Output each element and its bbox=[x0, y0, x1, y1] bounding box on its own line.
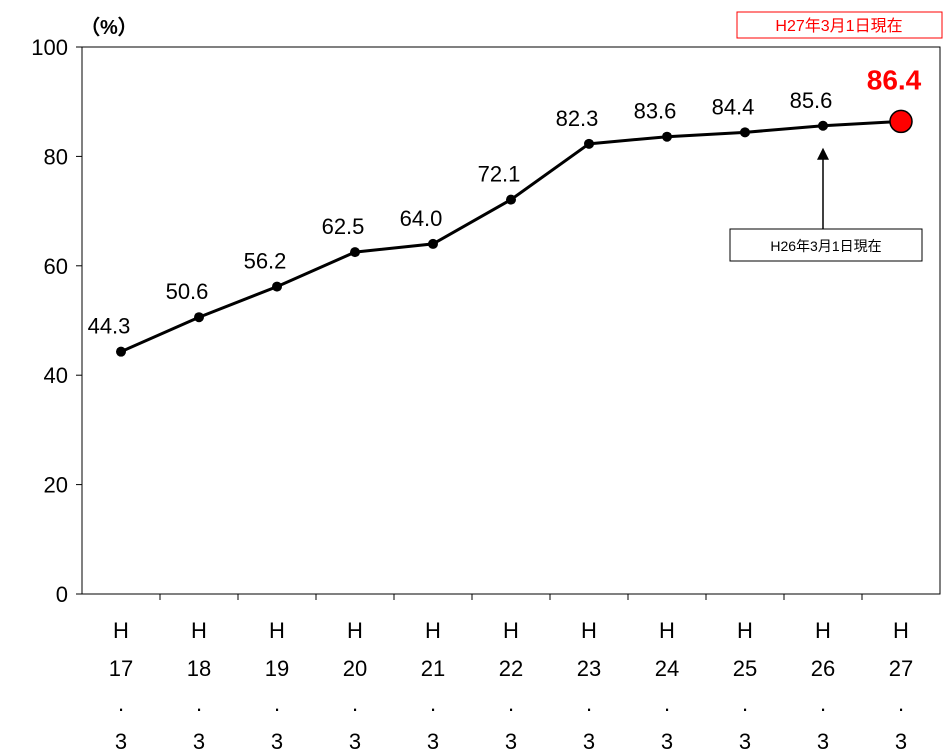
data-labels: 44.3 50.6 56.2 62.5 64.0 72.1 82.3 83.6 84.4 85.6… bbox=[88, 64, 922, 338]
data-point bbox=[584, 138, 594, 149]
x-tick-label: 27 bbox=[889, 656, 913, 681]
x-tick-label: . bbox=[508, 691, 514, 716]
y-tick-label: 20 bbox=[44, 473, 68, 498]
date-stamp-label: H27年3月1日現在 bbox=[775, 17, 902, 35]
data-label: 44.3 bbox=[88, 314, 131, 339]
x-tick-label: 3 bbox=[427, 729, 439, 754]
x-tick-label: 26 bbox=[811, 656, 835, 681]
x-tick-label: . bbox=[430, 691, 436, 716]
x-tick-label: 22 bbox=[499, 656, 523, 681]
x-tick-label: 3 bbox=[739, 729, 751, 754]
x-tick-label: . bbox=[118, 691, 124, 716]
x-tick-label: 3 bbox=[505, 729, 517, 754]
data-point bbox=[272, 281, 282, 292]
plot-area-frame bbox=[81, 46, 941, 595]
x-tick-label: 18 bbox=[187, 656, 211, 681]
data-series bbox=[116, 109, 913, 357]
data-label: 56.2 bbox=[244, 249, 287, 274]
x-tick-label: H bbox=[113, 618, 129, 643]
x-tick-label: . bbox=[820, 691, 826, 716]
x-tick-label: 3 bbox=[661, 729, 673, 754]
x-tick-label: 3 bbox=[271, 729, 283, 754]
data-point bbox=[506, 194, 516, 205]
x-axis-ticks: H 17. 3 H 18. 3 H 19. 3 H 20. 3 H 21. 3 H 22. 3 H 23. 3 H 24. 3… bbox=[109, 618, 913, 754]
x-tick-label: 3 bbox=[349, 729, 361, 754]
x-tick-label: 3 bbox=[817, 729, 829, 754]
x-tick-label: . bbox=[898, 691, 904, 716]
data-point bbox=[428, 238, 438, 249]
data-point bbox=[662, 131, 672, 142]
data-point bbox=[740, 127, 750, 138]
y-tick-label: 40 bbox=[44, 363, 68, 388]
x-tick-label: H bbox=[815, 618, 831, 643]
data-point bbox=[116, 346, 126, 357]
x-tick-label: . bbox=[586, 691, 592, 716]
axes bbox=[81, 46, 941, 600]
x-tick-label: 3 bbox=[583, 729, 595, 754]
y-tick-label: 100 bbox=[31, 35, 68, 60]
x-tick-label: . bbox=[196, 691, 202, 716]
data-label: 62.5 bbox=[322, 214, 365, 239]
data-point bbox=[350, 247, 360, 258]
x-tick-label: H bbox=[347, 618, 363, 643]
x-tick-label: H bbox=[425, 618, 441, 643]
x-tick-label: . bbox=[352, 691, 358, 716]
x-tick-label: 24 bbox=[655, 656, 679, 681]
data-label: 50.6 bbox=[166, 279, 209, 304]
data-label: 85.6 bbox=[790, 88, 833, 113]
x-tick-label: . bbox=[664, 691, 670, 716]
y-tick-label: 80 bbox=[44, 144, 68, 169]
x-tick-label: 23 bbox=[577, 656, 601, 681]
x-tick-label: H bbox=[503, 618, 519, 643]
x-tick-label: 3 bbox=[115, 729, 127, 754]
x-tick-label: 20 bbox=[343, 656, 367, 681]
x-tick-label: . bbox=[742, 691, 748, 716]
annotation-arrow-head bbox=[817, 147, 829, 160]
x-tick-label: H bbox=[737, 618, 753, 643]
x-tick-label: 3 bbox=[895, 729, 907, 754]
date-stamp-box bbox=[736, 11, 943, 39]
x-tick-label: H bbox=[269, 618, 285, 643]
data-label: 72.1 bbox=[478, 162, 521, 187]
x-tick-label: H bbox=[893, 618, 909, 643]
y-tick-label: 0 bbox=[56, 582, 68, 607]
y-axis-unit-label: （%） bbox=[80, 16, 138, 39]
data-label: 84.4 bbox=[712, 94, 755, 119]
x-tick-label: . bbox=[274, 691, 280, 716]
x-tick-label: 19 bbox=[265, 656, 289, 681]
annotation: H26年3月1日現在 bbox=[729, 147, 923, 262]
y-axis-ticks: 0 20 40 60 80 100 bbox=[31, 35, 82, 607]
data-point bbox=[818, 120, 828, 131]
x-tick-label: H bbox=[659, 618, 675, 643]
x-tick-label: 25 bbox=[733, 656, 757, 681]
data-label: 83.6 bbox=[634, 99, 677, 124]
annotation-box bbox=[729, 228, 923, 262]
annotation-label: H26年3月1日現在 bbox=[770, 238, 881, 254]
data-label: 64.0 bbox=[400, 206, 443, 231]
y-tick-label: 60 bbox=[44, 254, 68, 279]
x-tick-label: 21 bbox=[421, 656, 445, 681]
x-tick-label: H bbox=[581, 618, 597, 643]
data-point-highlight bbox=[889, 109, 913, 134]
data-label-highlight: 86.4 bbox=[867, 64, 922, 95]
x-tick-label: H bbox=[191, 618, 207, 643]
data-point bbox=[194, 312, 204, 323]
x-tick-label: 3 bbox=[193, 729, 205, 754]
data-label: 82.3 bbox=[556, 106, 599, 131]
x-tick-label: 17 bbox=[109, 656, 133, 681]
